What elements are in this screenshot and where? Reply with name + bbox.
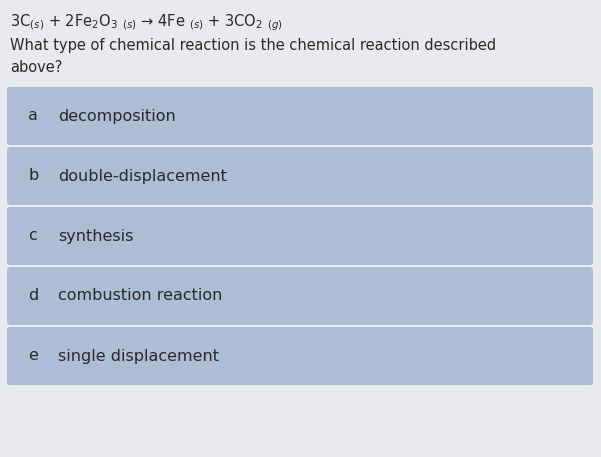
- Text: a: a: [28, 108, 38, 123]
- Text: decomposition: decomposition: [58, 108, 175, 123]
- FancyBboxPatch shape: [7, 267, 593, 325]
- FancyBboxPatch shape: [7, 327, 593, 385]
- Text: What type of chemical reaction is the chemical reaction described: What type of chemical reaction is the ch…: [10, 38, 496, 53]
- Text: above?: above?: [10, 60, 63, 75]
- Text: e: e: [28, 349, 38, 363]
- FancyBboxPatch shape: [7, 87, 593, 145]
- Text: b: b: [28, 169, 38, 184]
- FancyBboxPatch shape: [7, 207, 593, 265]
- Text: combustion reaction: combustion reaction: [58, 288, 222, 303]
- Text: single displacement: single displacement: [58, 349, 219, 363]
- Text: c: c: [28, 228, 37, 244]
- Text: synthesis: synthesis: [58, 228, 133, 244]
- Text: double-displacement: double-displacement: [58, 169, 227, 184]
- Text: 3C$_{(s)}$ + 2Fe$_2$O$_3$ $_{(s)}$ → 4Fe $_{(s)}$ + 3CO$_2$ $_{(g)}$: 3C$_{(s)}$ + 2Fe$_2$O$_3$ $_{(s)}$ → 4Fe…: [10, 12, 283, 32]
- Text: d: d: [28, 288, 38, 303]
- FancyBboxPatch shape: [7, 147, 593, 205]
